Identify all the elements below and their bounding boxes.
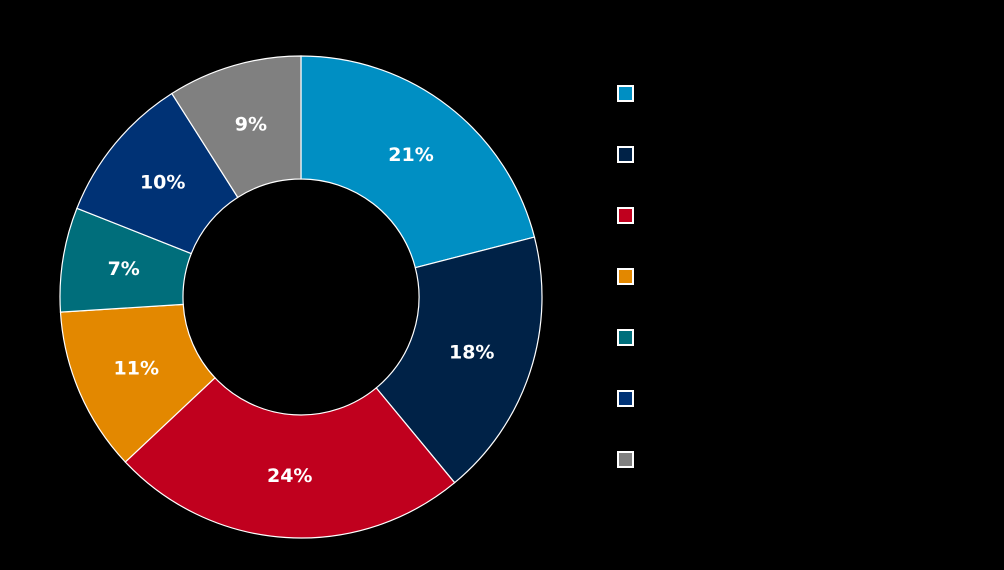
slice-percent-label: 18% — [449, 341, 494, 363]
slice-percent-label: 11% — [114, 357, 159, 379]
legend-item — [617, 85, 648, 102]
legend-swatch — [617, 390, 634, 407]
slice-percent-label: 10% — [140, 172, 185, 194]
donut-slices — [59, 55, 543, 539]
legend-item — [617, 146, 648, 163]
legend-swatch — [617, 268, 634, 285]
legend-item — [617, 390, 648, 407]
legend-item — [617, 329, 648, 346]
slice-percent-label: 7% — [108, 258, 140, 280]
legend-swatch — [617, 451, 634, 468]
donut-slice — [124, 376, 456, 539]
donut-slice — [171, 55, 302, 199]
donut-slice — [375, 236, 543, 484]
legend-item — [617, 451, 648, 468]
donut-slice — [300, 55, 536, 269]
legend-swatch — [617, 329, 634, 346]
legend-swatch — [617, 207, 634, 224]
legend-item — [617, 207, 648, 224]
slice-percent-label: 21% — [388, 144, 433, 166]
legend-item — [617, 268, 648, 285]
legend-swatch — [617, 85, 634, 102]
slice-labels: 21% 18% 24% 11% 7% 10% 9% — [108, 114, 495, 488]
slice-percent-label: 24% — [267, 465, 312, 487]
legend-swatch — [617, 146, 634, 163]
slice-percent-label: 9% — [235, 114, 267, 136]
